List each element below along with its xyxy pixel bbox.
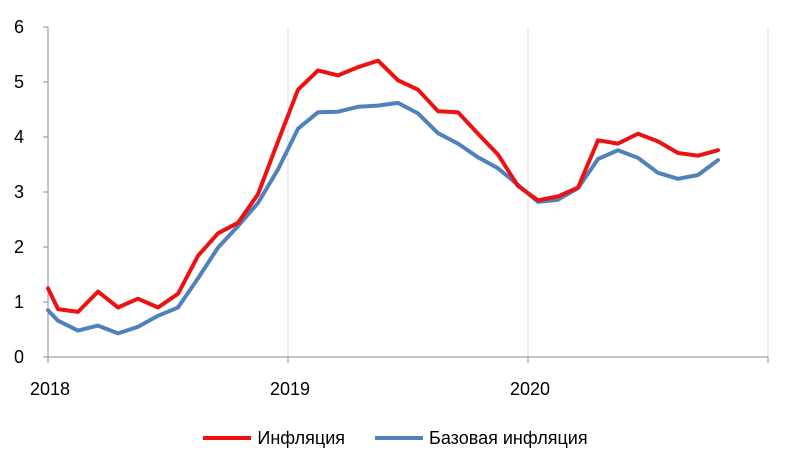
tick-labels: 0 1 2 3 4 5 6 2018 2019 2020 [14, 17, 550, 399]
line-chart: 0 1 2 3 4 5 6 2018 2019 2020 [14, 17, 769, 399]
series-line-inflation [46, 58, 720, 314]
y-tick-label-4: 4 [14, 127, 24, 147]
y-tick-label-2: 2 [14, 237, 24, 257]
y-tick-label-1: 1 [14, 292, 24, 312]
y-tick-label-3: 3 [14, 182, 24, 202]
y-tick-label-6: 6 [14, 17, 24, 37]
y-tick-label-5: 5 [14, 72, 24, 92]
series-line-core-inflation [46, 100, 720, 336]
x-tick-label-1: 2019 [270, 379, 310, 399]
legend-label-core-inflation: Базовая инфляция [429, 427, 588, 448]
legend: Инфляция Базовая инфляция [0, 420, 791, 456]
series-layer [46, 58, 720, 336]
legend-item-core-inflation: Базовая инфляция [375, 428, 588, 449]
legend-label-inflation: Инфляция [257, 427, 346, 448]
x-tick-label-0: 2018 [30, 379, 70, 399]
legend-item-inflation: Инфляция [203, 428, 345, 449]
x-tick-label-2: 2020 [510, 379, 550, 399]
legend-swatch-inflation [203, 436, 252, 440]
y-tick-label-0: 0 [14, 347, 24, 367]
legend-swatch-core-inflation [375, 436, 424, 440]
axes [43, 26, 769, 363]
